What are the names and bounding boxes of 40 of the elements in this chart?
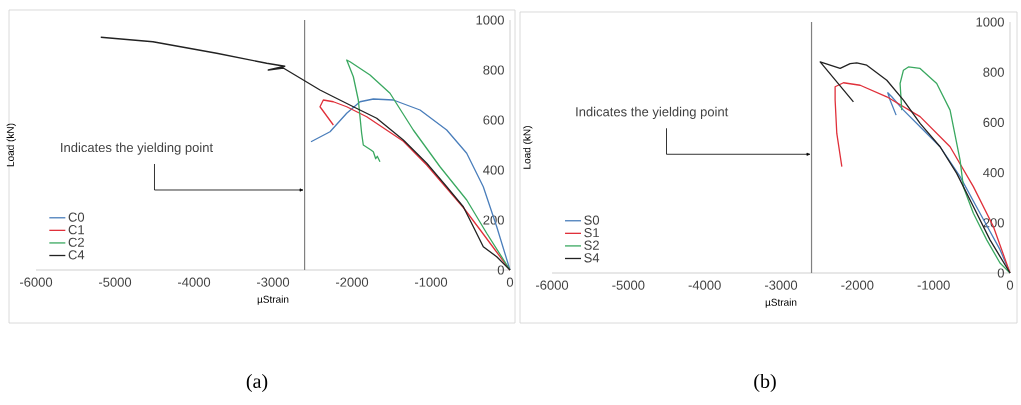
x-tick-label: -2000 (335, 277, 369, 287)
x-tick-label: -2000 (841, 280, 874, 290)
y-tick-label: 1000 (476, 15, 504, 25)
y-tick-label: 0 (997, 268, 1004, 278)
legend-label: S4 (584, 253, 600, 263)
y-axis-title: Load (kN) (523, 126, 533, 169)
y-tick-label: 1000 (976, 17, 1004, 27)
x-tick-label: -1000 (917, 280, 950, 290)
x-tick-label: 0 (1006, 280, 1014, 290)
x-tick-label: -5000 (98, 277, 132, 287)
y-tick-label: 600 (483, 115, 504, 125)
y-tick-label: 800 (483, 65, 504, 75)
annotation: Indicates the yielding point (576, 106, 729, 119)
text: (a) (246, 373, 268, 393)
x-tick-label: -5000 (612, 280, 645, 290)
legend-label: S1 (584, 228, 599, 238)
y-tick-label: 400 (483, 165, 504, 175)
x-tick-label: -1000 (414, 277, 448, 287)
x-tick-label: -4000 (177, 277, 211, 287)
y-axis-title: Load (kN) (6, 123, 16, 167)
legend-label: C1 (68, 225, 84, 235)
annotation: Indicates the yielding point (61, 142, 213, 155)
x-axis-title: µStrain (765, 298, 797, 308)
x-tick-label: -6000 (535, 280, 569, 290)
legend-label: S0 (584, 215, 600, 225)
y-tick-label: 400 (983, 167, 1004, 178)
text: (b) (754, 373, 776, 393)
x-tick-label: 0 (506, 277, 514, 287)
x-tick-label: -6000 (19, 277, 53, 287)
y-tick-label: 0 (497, 265, 504, 275)
x-tick-label: -3000 (764, 280, 798, 290)
y-tick-label: 600 (983, 117, 1004, 127)
x-tick-label: -3000 (256, 277, 290, 287)
y-tick-label: 800 (983, 67, 1004, 77)
x-axis-title: µStrain (257, 295, 289, 305)
legend-label: S2 (584, 240, 599, 250)
legend-label: C2 (68, 237, 84, 247)
legend-label: C4 (68, 250, 85, 260)
legend-label: C0 (68, 212, 85, 222)
x-tick-label: -4000 (688, 280, 721, 290)
